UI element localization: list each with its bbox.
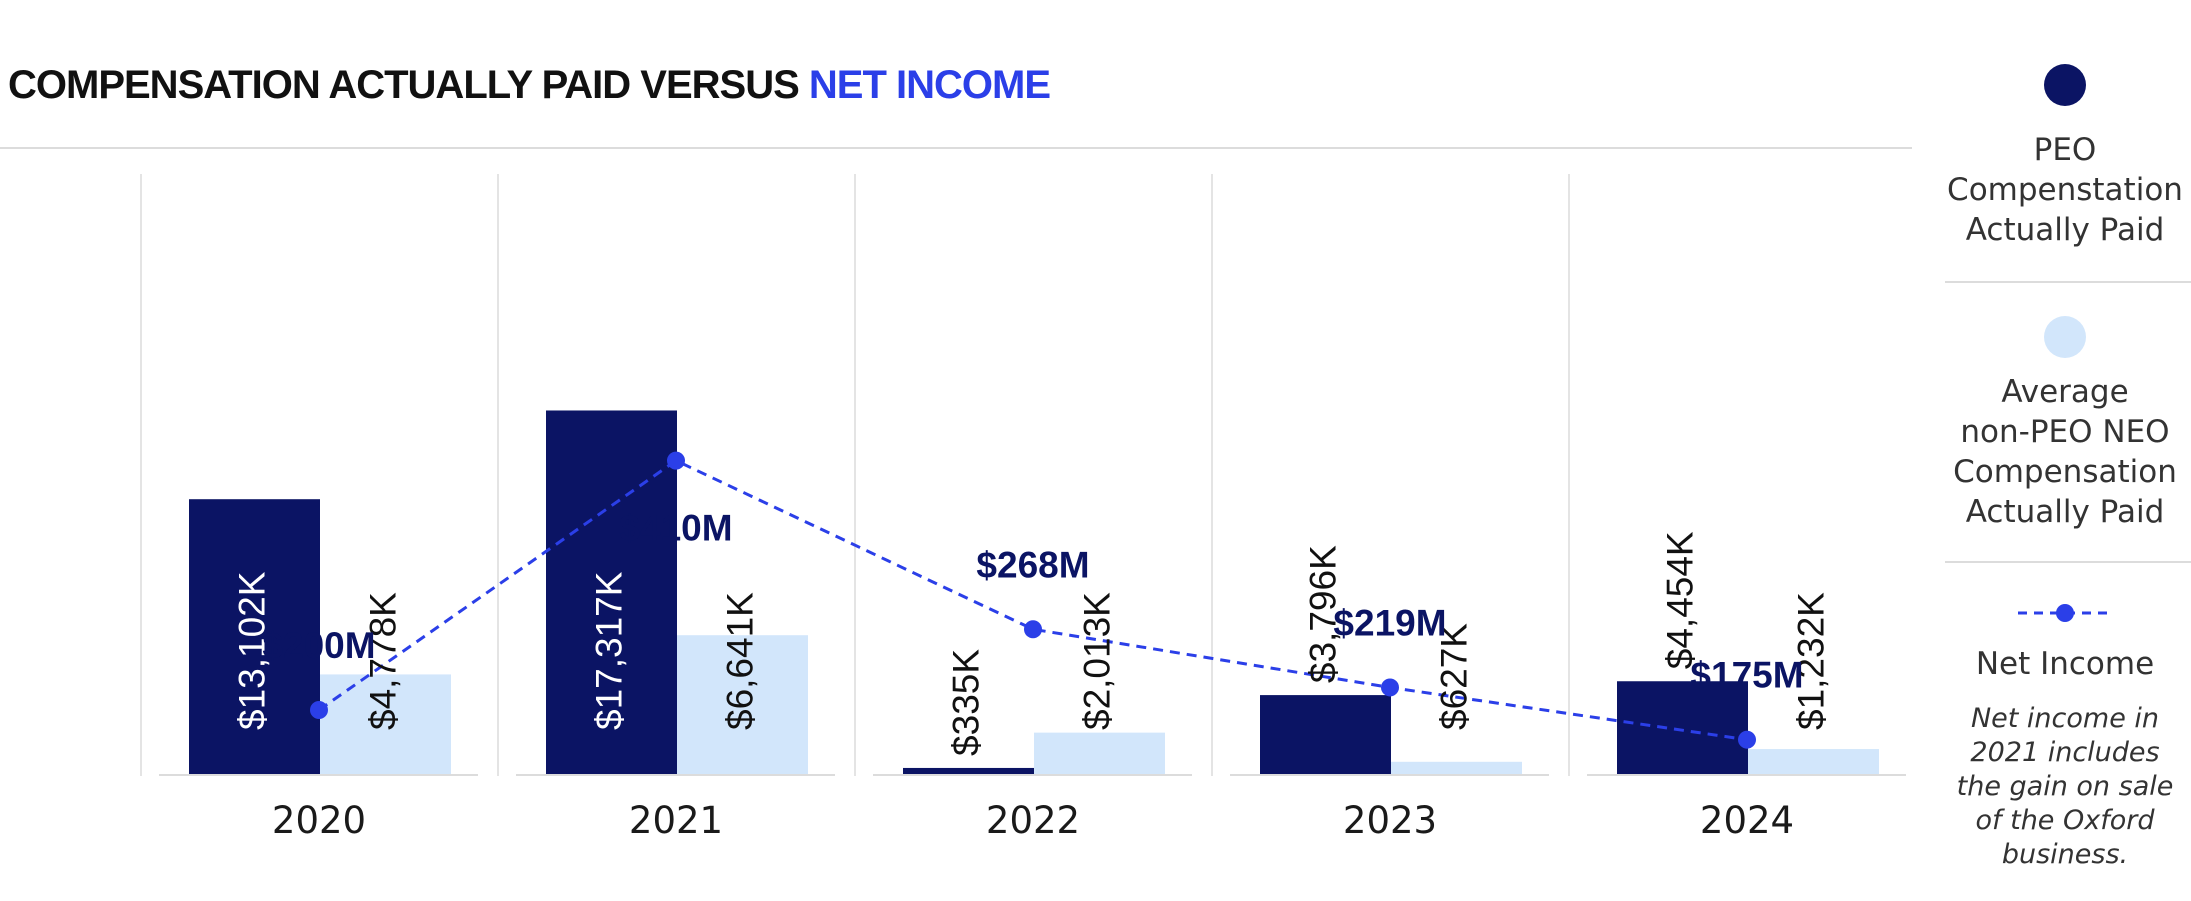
x-tick-2021: 2021	[629, 799, 723, 842]
bar-neo-2024	[1748, 749, 1879, 775]
legend-peo-swatch	[2044, 64, 2086, 106]
label-neo-2024: $1,232K	[1790, 592, 1831, 730]
legend-neo-swatch	[2044, 316, 2086, 358]
label-peo-2021: $17,317K	[588, 571, 629, 730]
label-neo-2021: $6,641K	[719, 592, 760, 730]
net-income-label-2022: $268M	[976, 544, 1089, 585]
net-income-label-2024: $175M	[1690, 655, 1803, 696]
label-peo-2024: $4,454K	[1659, 531, 1700, 669]
label-peo-2020: $13,102K	[231, 571, 272, 730]
bars	[189, 410, 1879, 775]
net-income-point-2023	[1381, 678, 1399, 697]
chart-title: COMPENSATION ACTUALLY PAID VERSUS NET IN…	[8, 63, 1050, 107]
net-income-point-2020	[310, 701, 328, 719]
net-income-point-2022	[1024, 620, 1042, 639]
bar-peo-2022	[903, 767, 1034, 775]
legend-neo-label: Compensation	[1953, 454, 2177, 490]
legend-neo-label: Actually Paid	[1966, 494, 2165, 530]
net-income-label-2023: $219M	[1333, 602, 1446, 643]
label-peo-2022: $335K	[945, 649, 986, 756]
net-income-label-2020: $200M	[262, 625, 375, 666]
bar-neo-2020	[320, 674, 451, 775]
legend-net-income-label: Net Income	[1976, 646, 2154, 682]
legend-net-income-swatch-dot	[2056, 604, 2074, 622]
label-neo-2022: $2,013K	[1076, 592, 1117, 730]
data-labels: $13,102K $4,778K $17,317K $6,641K $335K $2,01…	[231, 508, 1831, 756]
chart-title-part1: COMPENSATION ACTUALLY PAID VERSUS	[8, 63, 809, 107]
bar-peo-2020	[189, 499, 320, 775]
bar-neo-2021	[677, 635, 808, 775]
legend-note: of the Oxford	[1976, 805, 2156, 836]
label-neo-2023: $627K	[1433, 623, 1474, 730]
legend-neo-label: Average	[2001, 374, 2128, 410]
legend: PEO Compenstation Actually Paid Average non-…	[1945, 64, 2191, 870]
legend-note: the gain on sale	[1957, 771, 2174, 802]
legend-neo-label: non-PEO NEO	[1960, 414, 2169, 450]
legend-note: business.	[2002, 839, 2128, 870]
legend-peo-label: Compenstation	[1947, 172, 2183, 208]
legend-note: 2021 includes	[1970, 737, 2159, 768]
net-income-line	[310, 451, 1756, 749]
grid-lines	[140, 174, 1570, 776]
legend-peo-label: Actually Paid	[1966, 212, 2165, 248]
net-income-label-2021: $410M	[619, 508, 732, 549]
bar-neo-2022	[1034, 732, 1165, 775]
label-neo-2020: $4,778K	[362, 592, 403, 730]
x-tick-2024: 2024	[1700, 799, 1794, 842]
chart-title-net-income: NET INCOME	[809, 63, 1050, 107]
bar-peo-2023	[1260, 695, 1391, 775]
label-peo-2023: $3,796K	[1302, 545, 1343, 683]
net-income-point-2021	[667, 451, 685, 470]
net-income-series-line	[318, 458, 1748, 742]
legend-peo-label: PEO	[2034, 132, 2097, 168]
legend-note: Net income in	[1971, 703, 2159, 734]
x-axis: 2020 2021 2022 2023 2024	[159, 774, 1906, 842]
x-tick-2023: 2023	[1343, 799, 1437, 842]
net-income-point-2024	[1738, 730, 1756, 749]
bar-neo-2023	[1391, 761, 1522, 775]
bar-peo-2024	[1617, 681, 1748, 775]
bar-peo-2021	[546, 410, 677, 775]
x-tick-2020: 2020	[272, 799, 366, 842]
x-tick-2022: 2022	[986, 799, 1080, 842]
